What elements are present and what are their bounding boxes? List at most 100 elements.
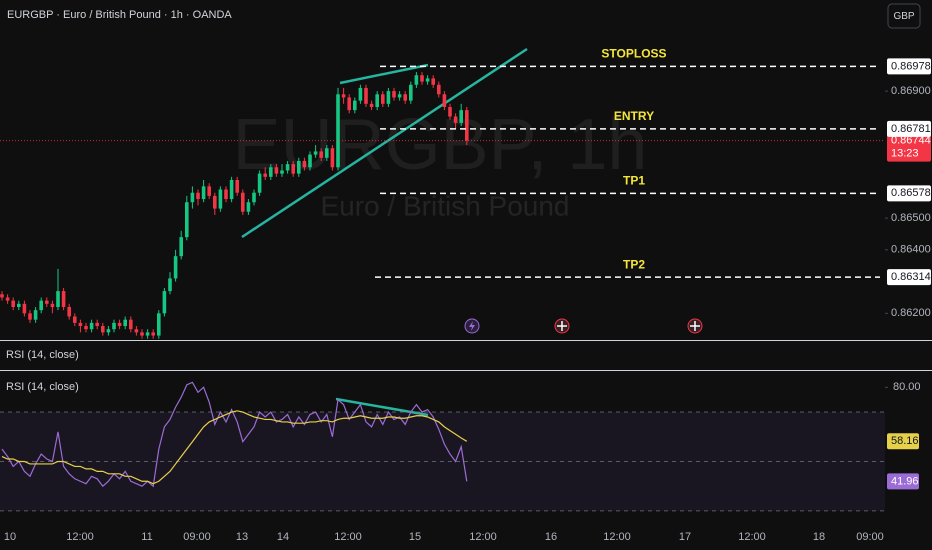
candle-body xyxy=(129,319,133,330)
level-name: ENTRY xyxy=(614,109,654,123)
rsi-line xyxy=(1,381,468,488)
candle-body xyxy=(319,151,323,158)
candle-body xyxy=(336,94,340,168)
candle-body xyxy=(263,173,267,177)
candle-body xyxy=(302,160,307,168)
candle-body xyxy=(67,306,71,317)
y-tick-label: 0.86200 xyxy=(891,307,931,319)
candle-body xyxy=(330,148,335,168)
candle-body xyxy=(140,332,144,336)
candle-body xyxy=(425,78,430,82)
candle-body xyxy=(101,326,105,333)
x-tick-label: 15 xyxy=(409,531,421,543)
current-price-label: 0.86744 xyxy=(891,135,931,147)
x-tick-label: 10 xyxy=(4,531,16,543)
candle-body xyxy=(442,94,447,107)
event-icon[interactable] xyxy=(687,318,703,334)
trend-line xyxy=(241,47,528,239)
candle-body xyxy=(353,100,357,111)
candle-body xyxy=(274,167,279,174)
level-price-box xyxy=(887,120,931,137)
level-price-label: 0.86781 xyxy=(891,123,931,135)
level-price-box xyxy=(887,269,931,286)
candle-body xyxy=(325,148,329,158)
rsi-value-box xyxy=(887,473,919,490)
candle-body xyxy=(11,300,15,307)
candle-body xyxy=(168,278,172,292)
candle-body xyxy=(392,91,396,98)
candle-body xyxy=(106,329,111,333)
candle-body xyxy=(5,297,10,301)
candle-body xyxy=(403,94,407,101)
candle-body xyxy=(280,170,284,174)
candle-body xyxy=(241,192,245,212)
level-price-box xyxy=(887,58,931,75)
event-icon[interactable] xyxy=(554,318,570,334)
candle-body xyxy=(235,180,239,193)
candle-body xyxy=(56,291,60,307)
watermark: EURGBP, 1h xyxy=(233,105,648,185)
level-name: TP1 xyxy=(623,174,645,188)
candle-body xyxy=(246,202,251,212)
currency-label: GBP xyxy=(893,11,914,22)
candle-body xyxy=(123,319,127,327)
x-tick-label: 13 xyxy=(236,531,248,543)
rsi-line xyxy=(1,410,468,485)
candle-body xyxy=(375,94,379,107)
candle-body xyxy=(420,75,424,82)
currency-button[interactable] xyxy=(887,3,921,29)
rsi-value-label: 41.96 xyxy=(891,475,919,487)
candle-body xyxy=(78,322,83,327)
candle-body xyxy=(173,256,178,279)
candle-body xyxy=(185,202,189,238)
candle-body xyxy=(151,332,155,336)
level-price-label: 0.86978 xyxy=(891,60,931,72)
candle-body xyxy=(381,94,385,104)
x-tick-label: 12:00 xyxy=(603,531,631,543)
candle-body xyxy=(45,300,49,304)
x-tick-label: 17 xyxy=(679,531,691,543)
candle-body xyxy=(201,186,206,200)
candle-body xyxy=(207,186,211,196)
candle-body xyxy=(33,310,38,320)
event-icon[interactable] xyxy=(464,318,480,334)
candle-body xyxy=(50,303,55,307)
candle-body xyxy=(22,303,27,314)
x-tick-label: 12:00 xyxy=(738,531,766,543)
candle-body xyxy=(157,313,161,336)
candle-body xyxy=(386,91,391,104)
rsi-value-label: 58.16 xyxy=(891,435,919,447)
candle-body xyxy=(28,313,32,320)
candle-body xyxy=(218,189,223,209)
candle-body xyxy=(448,106,452,117)
x-tick-label: 12:00 xyxy=(66,531,94,543)
candle-body xyxy=(196,192,200,200)
level-name: STOPLOSS xyxy=(601,47,666,61)
candle-body xyxy=(459,110,463,123)
level-price-label: 0.86314 xyxy=(891,271,931,283)
candle-body xyxy=(257,173,262,193)
indicator-label: RSI (14, close) xyxy=(6,381,79,393)
candle-body xyxy=(313,151,318,155)
candle-body xyxy=(117,322,122,327)
candle-body xyxy=(224,189,228,200)
candle-body xyxy=(39,300,43,311)
y-tick-label: 0.86400 xyxy=(891,244,931,256)
candle-body xyxy=(134,329,139,333)
candle-body xyxy=(61,291,66,307)
candle-body xyxy=(89,322,94,330)
x-tick-label: 14 xyxy=(277,531,289,543)
x-tick-label: 09:00 xyxy=(183,531,211,543)
candle-body xyxy=(190,192,195,203)
x-tick-label: 12:00 xyxy=(334,531,362,543)
x-tick-label: 11 xyxy=(141,531,152,543)
candle-body xyxy=(358,87,363,101)
trend-line xyxy=(335,397,429,417)
x-tick-label: 12:00 xyxy=(469,531,497,543)
rsi-y-tick-label: 80.00 xyxy=(893,381,921,393)
x-tick-label: 09:00 xyxy=(856,531,884,543)
candle-body xyxy=(213,195,217,209)
candle-body xyxy=(252,192,256,203)
candle-body xyxy=(95,322,99,327)
